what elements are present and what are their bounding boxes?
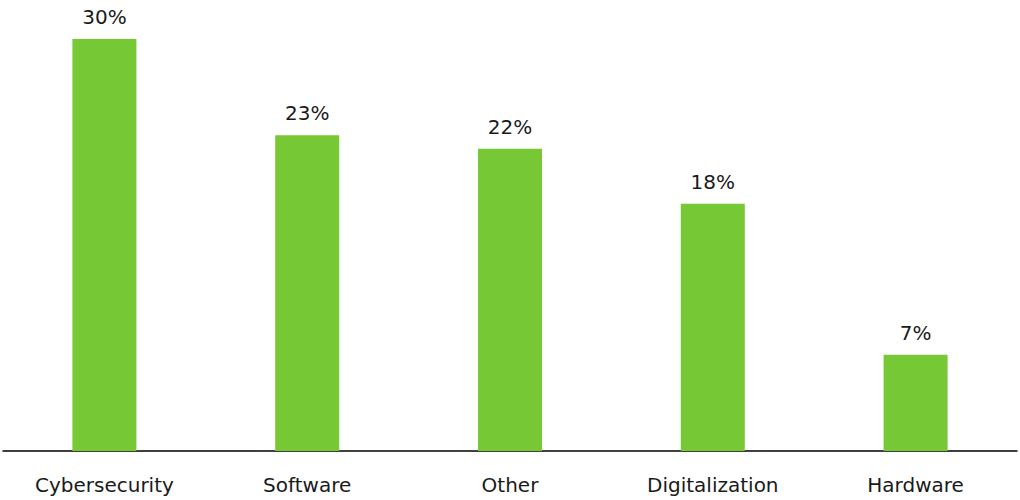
svg-text:7%: 7% [900,321,932,345]
svg-text:Cybersecurity: Cybersecurity [35,473,174,497]
svg-text:18%: 18% [691,170,735,194]
svg-text:Other: Other [482,473,540,497]
svg-text:23%: 23% [285,101,329,125]
svg-text:Hardware: Hardware [867,473,964,497]
svg-text:22%: 22% [488,115,532,139]
svg-text:30%: 30% [82,5,126,29]
svg-text:Software: Software [263,473,351,497]
svg-text:Digitalization: Digitalization [647,473,778,497]
